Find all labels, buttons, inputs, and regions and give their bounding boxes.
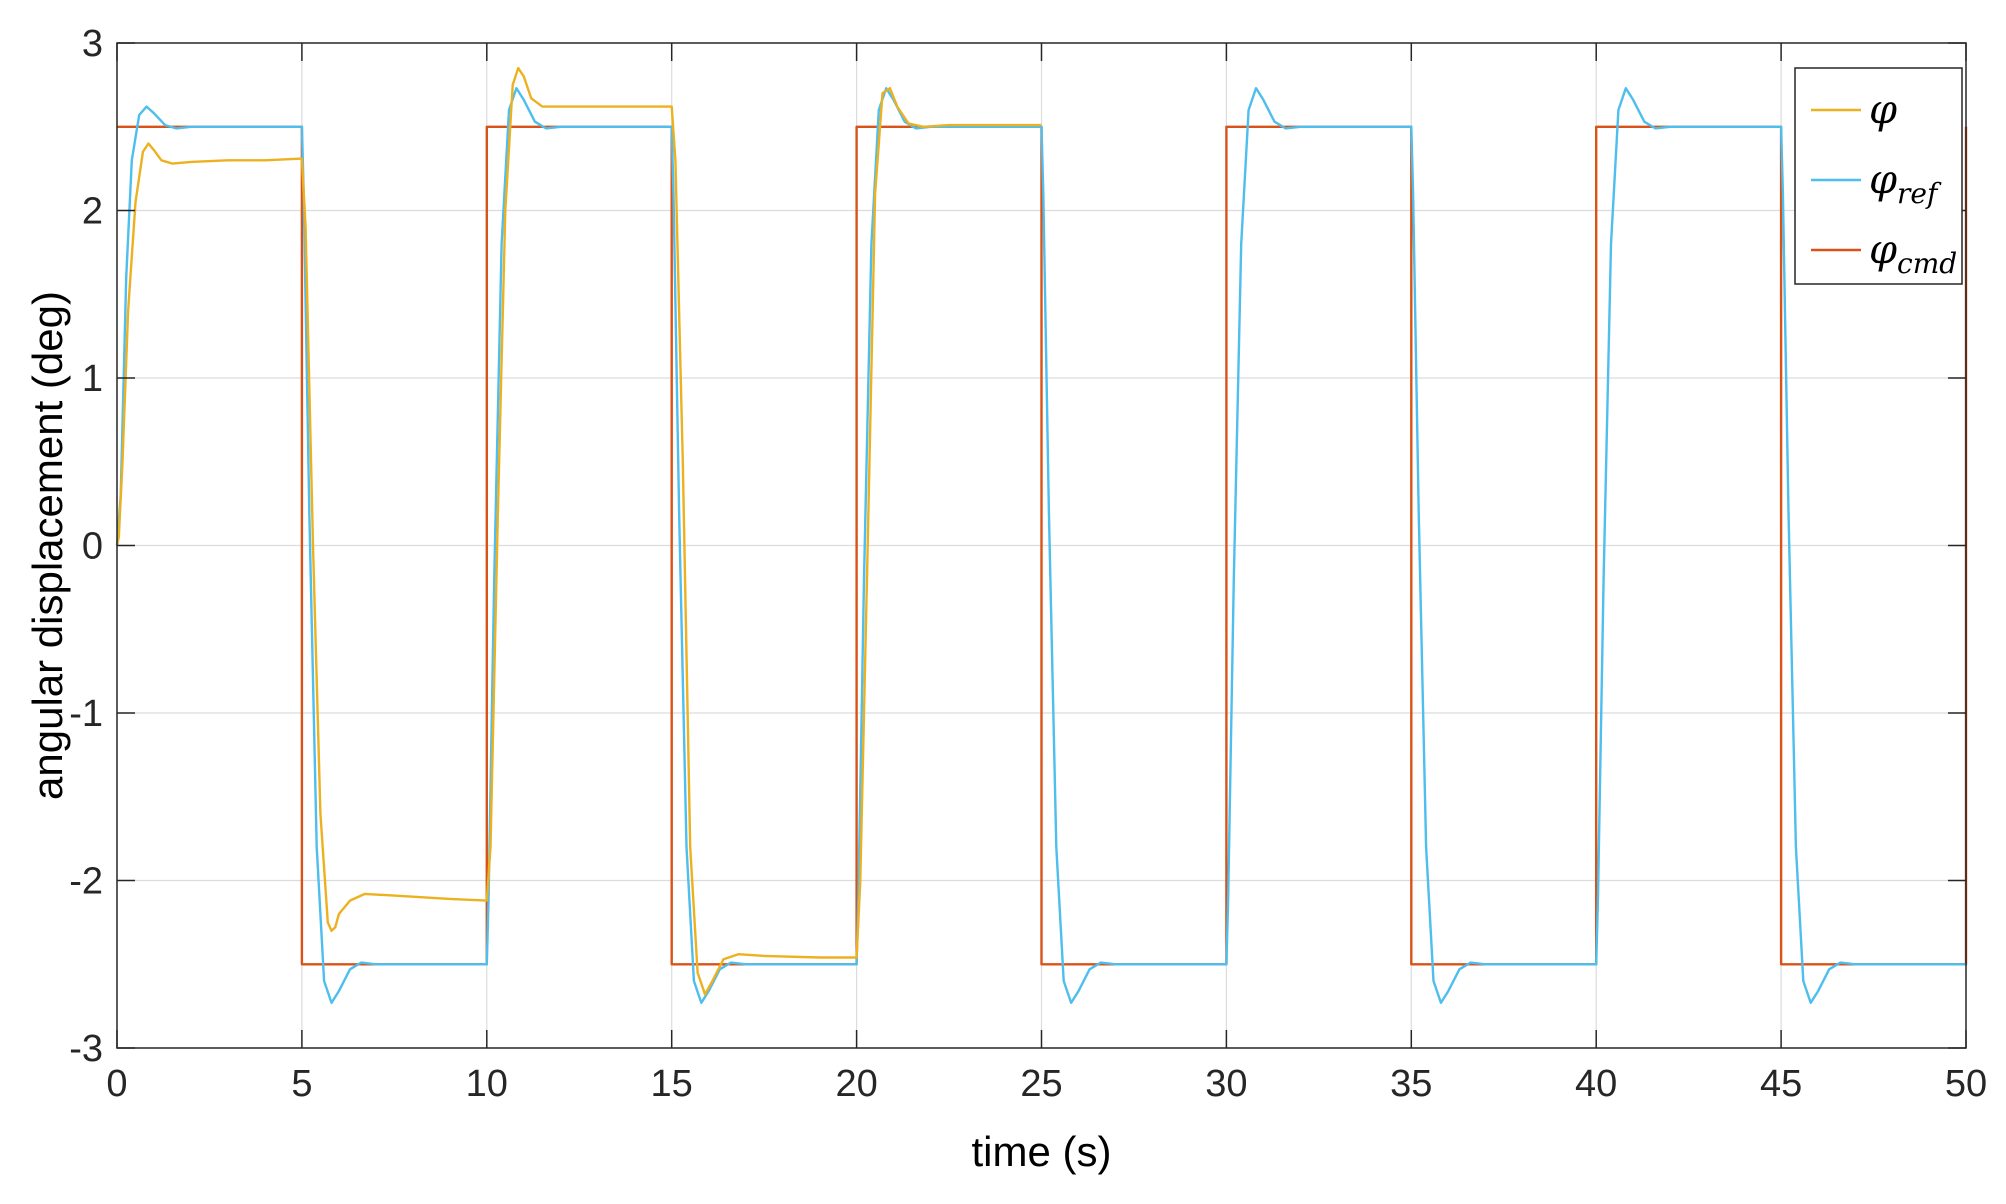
y-tick-label: -3 <box>69 1028 103 1070</box>
legend-items: φ φref φcmd <box>1811 87 1957 280</box>
x-tick-label: 20 <box>835 1063 877 1105</box>
legend-box <box>1794 67 1963 285</box>
x-tick-label: 15 <box>651 1063 693 1105</box>
y-tick-labels: -3 -2 -1 0 1 2 3 <box>69 23 103 1070</box>
x-tick-label: 50 <box>1945 1063 1987 1105</box>
series-lines <box>115 66 1968 1004</box>
x-tick-label: 35 <box>1390 1063 1432 1105</box>
y-tick-label: 0 <box>82 526 103 568</box>
series-line-0 <box>115 66 1042 996</box>
x-tick-label: 45 <box>1760 1063 1802 1105</box>
legend-label: φcmd <box>1869 227 1957 280</box>
y-tick-label: 3 <box>82 23 103 65</box>
y-tick-label: -1 <box>69 693 103 735</box>
legend-label: φ <box>1869 87 1897 133</box>
axis-ticks <box>116 42 1967 1049</box>
x-tick-label: 10 <box>466 1063 508 1105</box>
y-tick-label: -2 <box>69 861 103 903</box>
series-line-1 <box>115 86 1966 1004</box>
legend: φ φref φcmd <box>1794 67 1963 285</box>
y-tick-label: 1 <box>82 358 103 400</box>
x-tick-label: 25 <box>1020 1063 1062 1105</box>
x-tick-label: 5 <box>291 1063 312 1105</box>
x-tick-labels: 0 5 10 15 20 25 30 35 40 45 50 <box>106 1063 1987 1105</box>
y-axis-title: angular displacement (deg) <box>24 291 71 800</box>
x-tick-label: 30 <box>1205 1063 1247 1105</box>
legend-label: φref <box>1869 157 1942 210</box>
y-tick-label: 2 <box>82 191 103 233</box>
x-tick-label: 40 <box>1575 1063 1617 1105</box>
x-tick-label: 0 <box>106 1063 127 1105</box>
x-axis-title: time (s) <box>972 1128 1112 1175</box>
